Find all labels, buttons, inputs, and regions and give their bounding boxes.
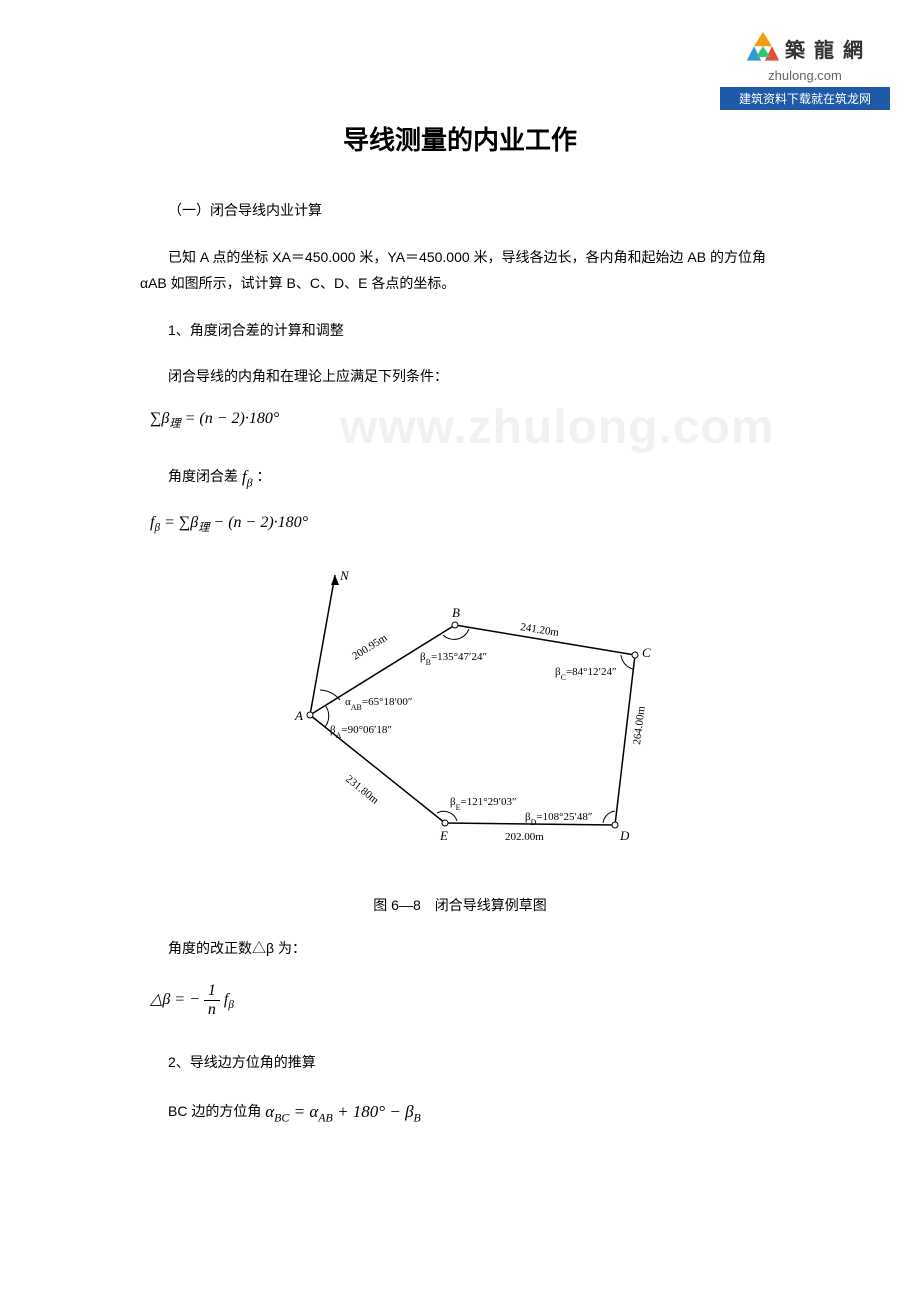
svg-text:αAB=65°18′00″: αAB=65°18′00″ bbox=[345, 696, 412, 712]
formula3-fraction: 1 n bbox=[204, 982, 220, 1019]
logo-banner: 建筑资料下载就在筑龙网 bbox=[720, 87, 890, 110]
traverse-diagram: N A B C D E bbox=[245, 565, 675, 875]
svg-text:202.00m: 202.00m bbox=[505, 831, 544, 843]
formula1-text: ∑β理 = (n − 2)·180° bbox=[150, 410, 279, 427]
step2-prefix: BC 边的方位角 bbox=[168, 1103, 261, 1119]
svg-text:βB=135°47′24″: βB=135°47′24″ bbox=[420, 651, 487, 667]
formula3-num: 1 bbox=[204, 982, 220, 1001]
svg-text:B: B bbox=[452, 605, 460, 620]
svg-text:C: C bbox=[642, 645, 651, 660]
formula3-den: n bbox=[204, 1001, 220, 1019]
figure-container: N A B C D E bbox=[140, 565, 780, 915]
logo-top: 築 龍 網 bbox=[720, 30, 890, 66]
formula2-text: fβ = ∑β理 − (n − 2)·180° bbox=[150, 514, 308, 531]
correction-label: 角度的改正数△β 为： bbox=[140, 935, 780, 962]
formula3-prefix: △β = − bbox=[150, 991, 204, 1008]
document-content: 导线测量的内业工作 （一）闭合导线内业计算 已知 A 点的坐标 XA＝450.0… bbox=[0, 0, 920, 1209]
svg-text:D: D bbox=[619, 828, 630, 843]
section1-heading: （一）闭合导线内业计算 bbox=[140, 197, 780, 224]
figure-caption: 图 6—8 闭合导线算例草图 bbox=[140, 895, 780, 915]
formula-delta-beta: △β = − 1 n fβ bbox=[150, 982, 780, 1019]
logo-block: 築 龍 網 zhulong.com 建筑资料下载就在筑龙网 bbox=[720, 30, 890, 110]
svg-text:βE=121°29′03″: βE=121°29′03″ bbox=[450, 796, 517, 812]
step2-text: BC 边的方位角 αBC = αAB + 180° − βB bbox=[140, 1096, 780, 1129]
logo-en-text: zhulong.com bbox=[720, 68, 890, 83]
closure-symbol: fβ bbox=[242, 467, 253, 486]
svg-text:E: E bbox=[439, 828, 448, 843]
intro-paragraph: 已知 A 点的坐标 XA＝450.000 米，YA＝450.000 米，导线各边… bbox=[140, 244, 780, 297]
step1-title: 1、角度闭合差的计算和调整 bbox=[140, 317, 780, 344]
closure-label-text: 角度闭合差 bbox=[168, 468, 238, 484]
logo-icon bbox=[745, 30, 781, 66]
svg-text:βA=90°06′18″: βA=90°06′18″ bbox=[330, 724, 392, 740]
logo-cn-text: 築 龍 網 bbox=[785, 34, 865, 63]
angle-closure-label: 角度闭合差 fβ ： bbox=[140, 461, 780, 494]
svg-text:A: A bbox=[294, 708, 303, 723]
svg-text:264.00m: 264.00m bbox=[631, 705, 648, 745]
formula4: αBC = αAB + 180° − βB bbox=[265, 1102, 421, 1121]
closure-colon: ： bbox=[256, 468, 270, 484]
formula3-suffix: fβ bbox=[224, 991, 234, 1008]
step1-text: 闭合导线的内角和在理论上应满足下列条件： bbox=[140, 363, 780, 390]
svg-text:231.80m: 231.80m bbox=[343, 773, 381, 807]
step2-title: 2、导线边方位角的推算 bbox=[140, 1049, 780, 1076]
watermark-text: www.zhulong.com bbox=[340, 400, 775, 455]
svg-text:βC=84°12′24″: βC=84°12′24″ bbox=[555, 666, 617, 682]
svg-text:N: N bbox=[339, 568, 350, 583]
svg-text:200.95m: 200.95m bbox=[350, 632, 390, 663]
formula-f-beta: fβ = ∑β理 − (n − 2)·180° bbox=[150, 514, 780, 535]
page-title: 导线测量的内业工作 bbox=[140, 120, 780, 157]
